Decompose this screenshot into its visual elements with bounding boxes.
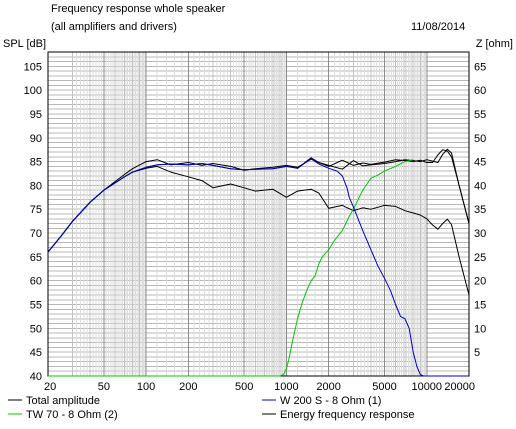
y-tick-label: 100 <box>24 85 42 97</box>
y2-tick-label: 65 <box>474 61 486 73</box>
legend-label: Energy frequency response <box>280 409 415 421</box>
y2-tick-label: 40 <box>474 180 486 192</box>
y2-tick-label: 60 <box>474 85 486 97</box>
y2-tick-label: 5 <box>474 347 480 359</box>
x-tick-label: 10000 <box>411 381 442 393</box>
series-line-w-200-s-8-ohm-1 <box>47 158 469 377</box>
y-tick-label: 95 <box>30 109 42 121</box>
x-tick-label: 5000 <box>372 381 396 393</box>
y-tick-label: 90 <box>30 133 42 145</box>
chart-title: Frequency response whole speaker <box>51 3 226 15</box>
legend-label: TW 70 - 8 Ohm (2) <box>26 409 118 421</box>
y-tick-label: 65 <box>30 252 42 264</box>
x-tick-label: 100 <box>137 381 155 393</box>
series-line-energy-frequency-response <box>47 149 470 253</box>
legend: Total amplitude W 200 S - 8 Ohm (1) TW 70 … <box>8 395 415 421</box>
x-tick-label: 2000 <box>316 381 340 393</box>
x-tick-label: 1000 <box>274 381 298 393</box>
y-tick-label: 75 <box>30 204 42 216</box>
y2-tick-label: 25 <box>474 252 486 264</box>
y-tick-label: 80 <box>30 180 42 192</box>
y-tick-label: 105 <box>24 61 42 73</box>
x-tick-label: 50 <box>98 381 110 393</box>
chart-date: 11/08/2014 <box>411 21 466 33</box>
legend-label: Total amplitude <box>26 395 100 407</box>
y-tick-label: 60 <box>30 276 42 288</box>
y2-tick-label: 35 <box>474 204 486 216</box>
axis-labels: 40 45 50 55 60 65 70 75 80 85 90 95 100 105 5 10 15 20 25 3… <box>3 38 513 393</box>
y-axis-label: SPL [dB] <box>3 38 46 50</box>
y-tick-label: 45 <box>30 347 42 359</box>
y2-axis-label: Z [ohm] <box>476 38 513 50</box>
series-layer <box>47 148 470 377</box>
y-tick-label: 55 <box>30 300 42 312</box>
legend-label: W 200 S - 8 Ohm (1) <box>280 395 381 407</box>
y2-tick-label: 50 <box>474 133 486 145</box>
y2-tick-label: 45 <box>474 157 486 169</box>
y2-tick-label: 20 <box>474 276 486 288</box>
y2-tick-label: 10 <box>474 323 486 335</box>
x-tick-label: 500 <box>235 381 253 393</box>
y2-tick-label: 30 <box>474 228 486 240</box>
x-tick-label: 200 <box>179 381 197 393</box>
chart-subtitle: (all amplifiers and drivers) <box>51 21 177 33</box>
y-tick-label: 40 <box>30 371 42 383</box>
x-tick-label: 20000 <box>444 381 475 393</box>
series-line-tw-70-8-ohm-2 <box>48 159 414 377</box>
y-tick-label: 85 <box>30 157 42 169</box>
y2-tick-label: 15 <box>474 300 486 312</box>
y2-tick-label: 55 <box>474 109 486 121</box>
y-tick-label: 50 <box>30 323 42 335</box>
grid <box>48 52 469 376</box>
x-tick-label: 20 <box>44 381 56 393</box>
y-tick-label: 70 <box>30 228 42 240</box>
